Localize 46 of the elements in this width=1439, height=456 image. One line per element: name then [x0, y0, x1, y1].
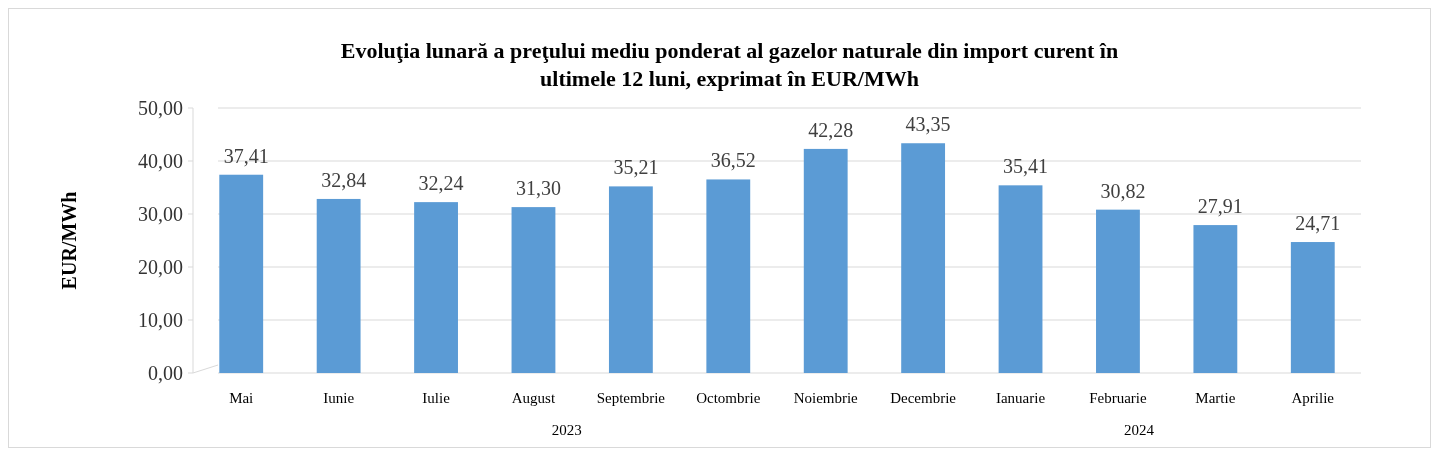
- y-tick-label: 0,00: [148, 362, 183, 384]
- x-tick-label: Iunie: [323, 390, 355, 406]
- x-tick-label: Noiembrie: [793, 390, 859, 406]
- y-tick-label: 50,00: [138, 97, 183, 119]
- bar: [316, 198, 361, 373]
- bar: [1193, 225, 1238, 373]
- x-tick-label: Aprilie: [1291, 390, 1335, 406]
- data-label: 35,21: [613, 156, 659, 179]
- bar: [901, 143, 946, 373]
- data-label: 32,24: [418, 172, 464, 195]
- x-tick-label: August: [511, 390, 556, 406]
- data-label: 36,52: [710, 149, 756, 172]
- data-label: 35,41: [1003, 155, 1049, 178]
- x-tick-label: Decembrie: [890, 390, 957, 406]
- y-tick-label: 40,00: [138, 150, 183, 172]
- bar: [1096, 209, 1140, 373]
- data-label: 37,41: [223, 144, 269, 167]
- y-tick-label: 10,00: [138, 309, 183, 331]
- bar: [414, 202, 458, 373]
- x-tick-label: Martie: [1195, 390, 1236, 406]
- x-tick-label: Iulie: [422, 390, 451, 406]
- bar: [998, 185, 1043, 373]
- bar: [219, 174, 264, 373]
- chart-title: Evoluţia lunară a preţului mediu ponderat al gazelor naturale din import curent în ultimele 12 luni, exprimat în EUR/MWh: [340, 38, 1119, 91]
- bar: [608, 186, 653, 373]
- bar: [1290, 242, 1335, 373]
- x-tick-label: Februarie: [1089, 390, 1148, 406]
- data-label: 24,71: [1295, 212, 1341, 235]
- y-tick-label: 20,00: [138, 256, 183, 278]
- data-label: 42,28: [808, 118, 854, 141]
- x-tick-label: Septembrie: [596, 390, 666, 406]
- bar: [803, 148, 848, 373]
- x-tick-label: Ianuarie: [995, 390, 1046, 406]
- text: 2023: [551, 422, 582, 438]
- data-label: 31,30: [515, 177, 561, 200]
- bar: [511, 207, 556, 373]
- data-label: 27,91: [1197, 195, 1243, 218]
- data-label: 43,35: [905, 113, 951, 136]
- bar: [706, 179, 751, 373]
- y-axis-title: EUR/MWh: [58, 191, 80, 290]
- x-tick-label: Octombrie: [696, 390, 761, 406]
- data-label: 30,82: [1100, 179, 1146, 202]
- x-tick-label: Mai: [229, 390, 254, 406]
- data-label: 32,84: [321, 168, 367, 191]
- y-tick-label: 30,00: [138, 203, 183, 225]
- text: 2024: [1124, 422, 1155, 438]
